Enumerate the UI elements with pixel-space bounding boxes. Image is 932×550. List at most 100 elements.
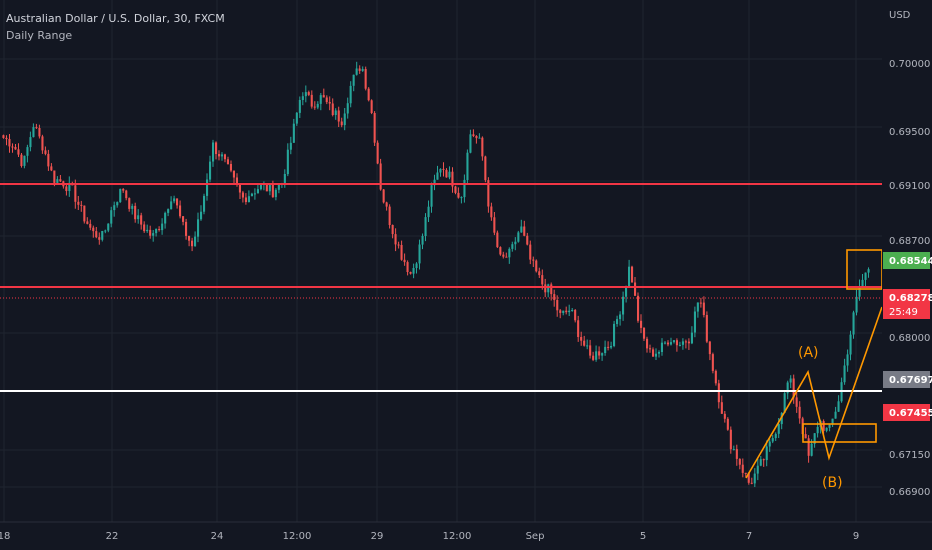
candle-body: [699, 302, 702, 304]
candle-body: [161, 223, 164, 231]
candle-body: [589, 345, 592, 356]
candle-body: [44, 150, 47, 154]
candle-body: [191, 240, 194, 247]
grid: [0, 0, 882, 522]
currency-label: USD: [889, 10, 911, 21]
candle-body: [864, 272, 867, 280]
time-tick: 29: [371, 531, 384, 542]
candle-body: [322, 95, 325, 98]
candle-body: [831, 418, 834, 425]
candle-body: [412, 268, 415, 274]
candle-body: [511, 244, 514, 249]
candle-body: [361, 69, 364, 71]
candle-body: [98, 237, 101, 240]
candle-body: [86, 221, 89, 224]
candle-body: [666, 342, 669, 345]
candle-body: [523, 226, 526, 236]
candle-body: [197, 219, 200, 237]
candle-body: [250, 193, 253, 197]
candle-body: [283, 174, 286, 183]
candle-body: [418, 244, 421, 264]
candle-body: [484, 156, 487, 181]
candle-body: [843, 365, 846, 383]
candle-body: [735, 449, 738, 459]
candle-body: [822, 421, 825, 431]
candle-body: [768, 441, 771, 447]
candle-body: [496, 232, 499, 248]
candle-body: [244, 197, 247, 202]
candle-body: [29, 137, 32, 148]
candle-body: [155, 229, 158, 234]
candle-body: [301, 96, 304, 100]
candle-body: [200, 211, 203, 220]
time-axis[interactable]: 18 22 24 12:00 29 12:00 Sep 5 7 9: [0, 521, 932, 550]
mid-level-badge: [883, 371, 930, 388]
candle-body: [113, 205, 116, 211]
time-tick: 9: [853, 531, 859, 542]
candle-body: [732, 449, 735, 451]
candle-body: [268, 184, 271, 192]
candle-body: [517, 232, 520, 242]
candles: [2, 61, 870, 487]
candle-body: [756, 465, 759, 474]
candle-body: [388, 206, 391, 225]
candle-body: [215, 142, 218, 154]
candle-body: [487, 180, 490, 207]
candle-body: [134, 205, 137, 220]
candle-body: [834, 411, 837, 419]
candle-body: [460, 197, 463, 199]
candle-body: [637, 295, 640, 321]
candle-body: [610, 346, 613, 348]
indicator-label[interactable]: Daily Range: [6, 29, 72, 42]
candle-body: [47, 153, 50, 167]
candle-body: [777, 424, 780, 434]
candle-body: [295, 112, 298, 124]
candle-body: [499, 247, 502, 255]
candle-body: [319, 95, 322, 104]
candle-body: [379, 163, 382, 190]
candle-body: [433, 179, 436, 186]
candle-body: [334, 110, 337, 115]
symbol-title[interactable]: Australian Dollar / U.S. Dollar, 30, FXC…: [6, 12, 225, 25]
upper-level-value: 0.68544: [889, 256, 932, 267]
candle-body: [705, 315, 708, 342]
candle-body: [445, 169, 448, 178]
candle-body: [753, 473, 756, 484]
abc-wave-line[interactable]: [745, 306, 883, 479]
candle-body: [95, 231, 98, 238]
candle-body: [457, 192, 460, 198]
candle-body: [583, 340, 586, 346]
time-tick: 24: [211, 531, 224, 542]
candle-body: [592, 355, 595, 360]
candle-body: [77, 201, 80, 205]
candle-body: [574, 310, 577, 321]
candle-body: [92, 227, 95, 232]
candle-body: [203, 195, 206, 212]
candle-body: [541, 275, 544, 285]
candle-body: [436, 172, 439, 180]
candle-body: [858, 286, 861, 297]
candle-body: [352, 74, 355, 86]
candle-body: [80, 204, 83, 206]
candle-body: [35, 127, 38, 129]
candle-body: [493, 217, 496, 233]
candle-body: [328, 102, 331, 104]
candle-body: [430, 185, 433, 207]
candle-body: [424, 217, 427, 236]
price-axis[interactable]: USD 0.70000 0.69500 0.69100 0.68700 0.68…: [882, 0, 932, 550]
candle-body: [152, 233, 155, 236]
candle-body: [220, 154, 223, 157]
candle-body: [406, 262, 409, 272]
candle-body: [828, 424, 831, 428]
wave-drawing[interactable]: [745, 249, 883, 479]
candle-body: [226, 159, 229, 165]
candle-body: [349, 85, 352, 104]
candle-body: [343, 113, 346, 126]
candle-body: [442, 168, 445, 170]
candle-body: [625, 285, 628, 297]
b-zone-box[interactable]: [802, 423, 877, 443]
candle-body: [514, 241, 517, 245]
candle-body: [693, 311, 696, 333]
mid-level-value: 0.67697: [889, 375, 932, 386]
